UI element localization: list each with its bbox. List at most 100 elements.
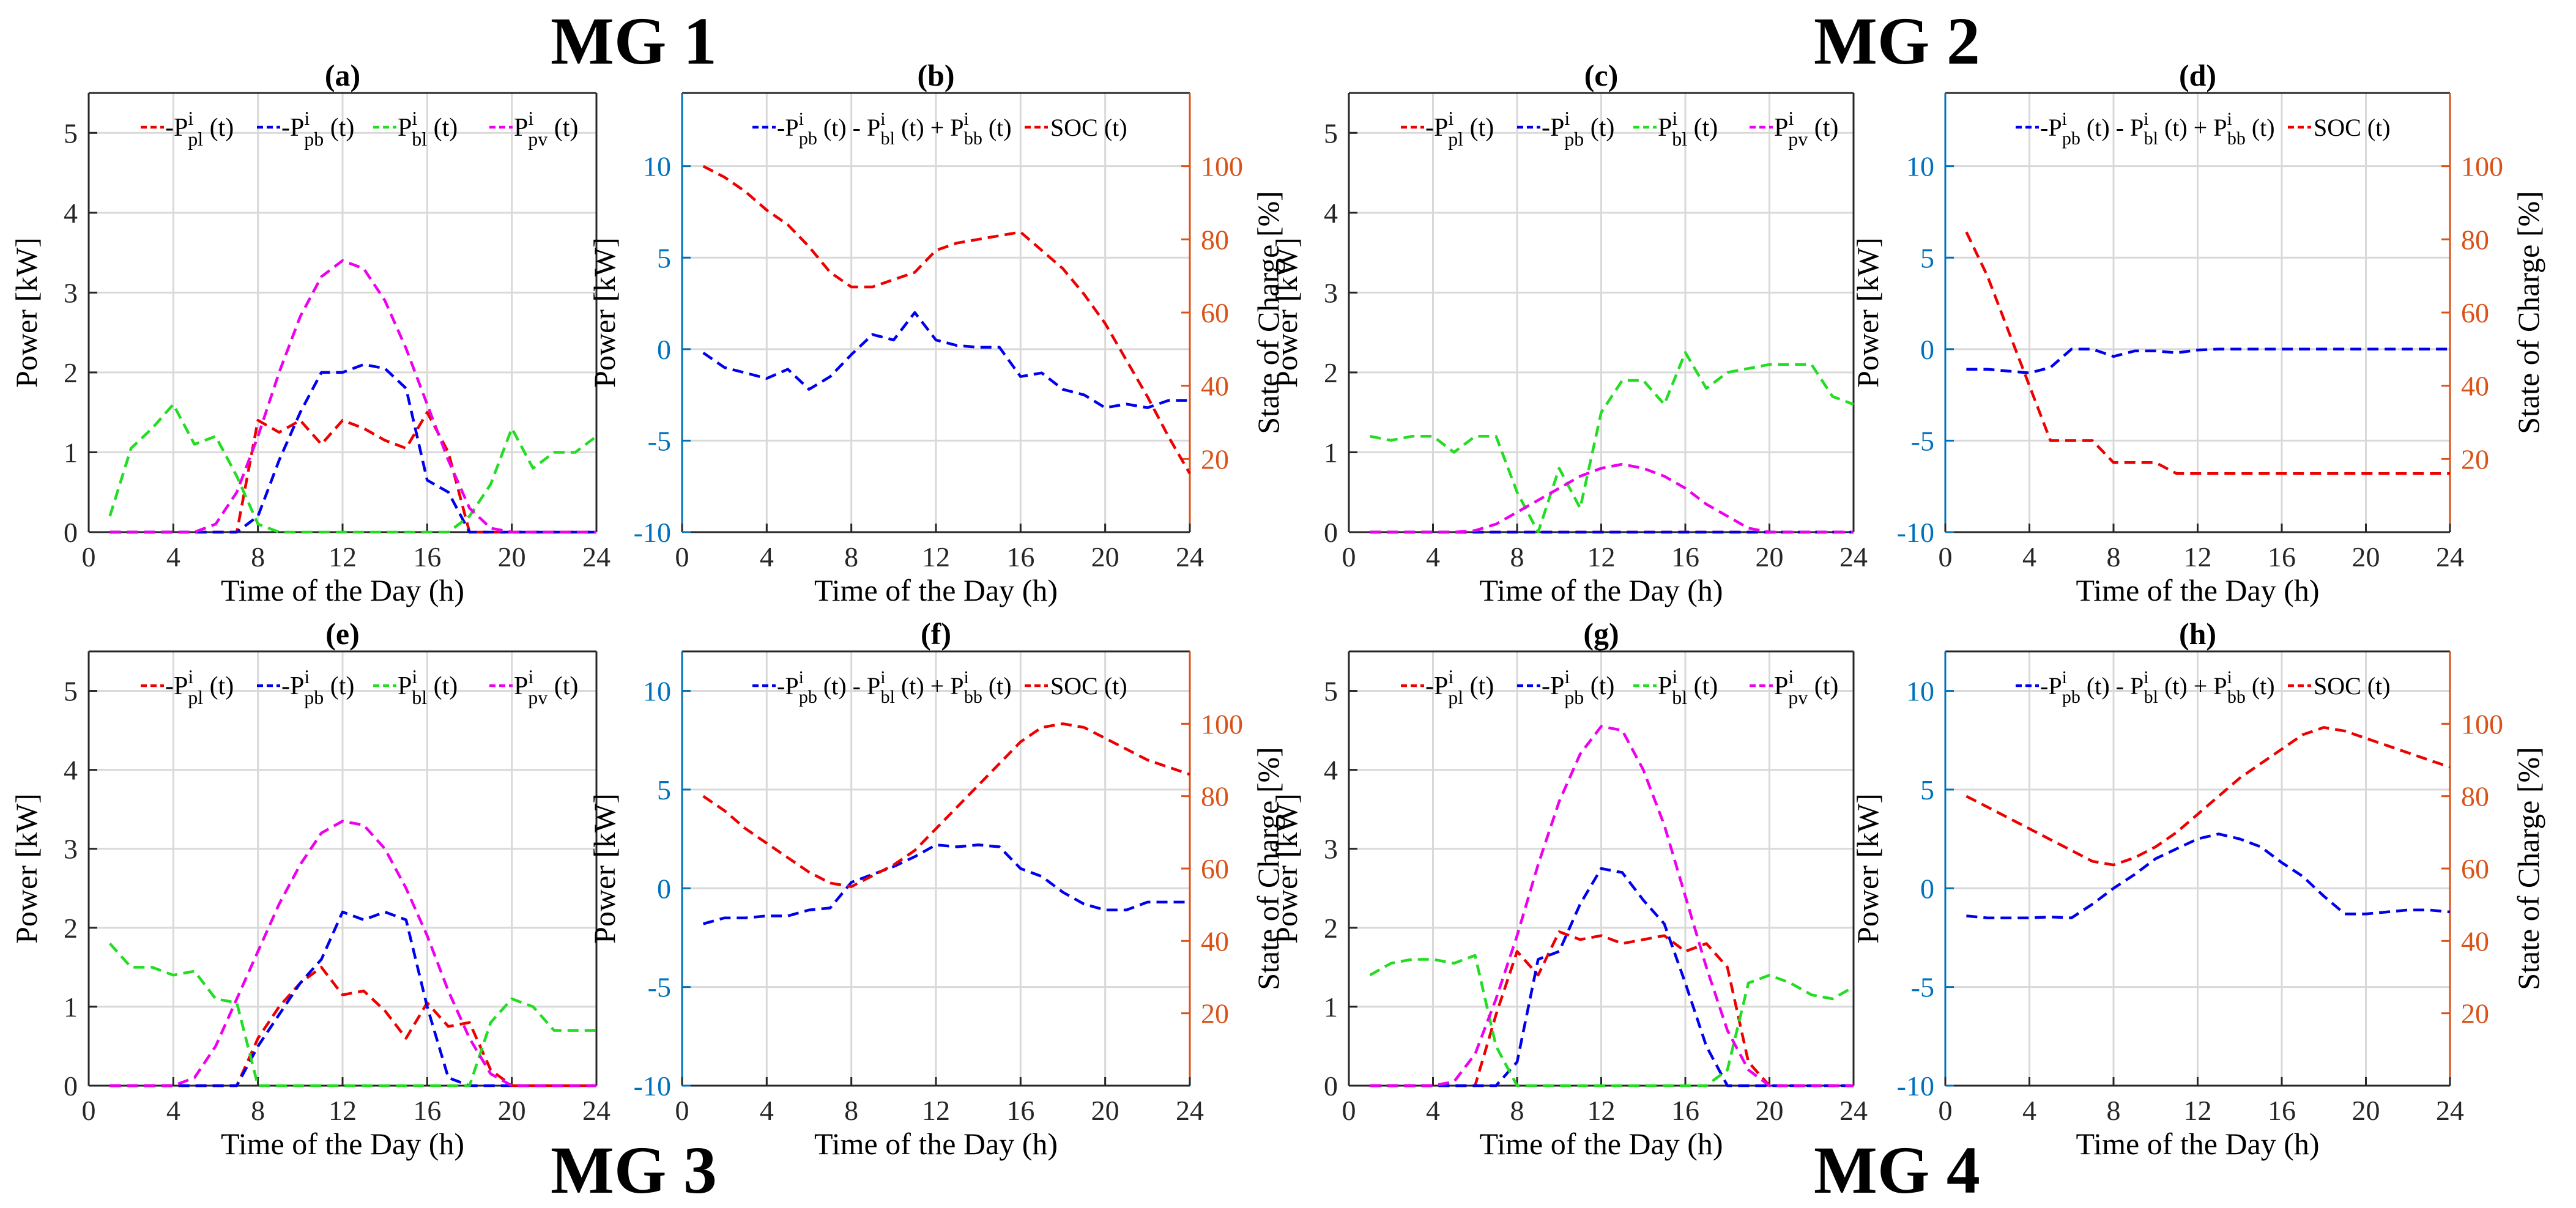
x-axis-label: Time of the Day (h) bbox=[2076, 1127, 2319, 1161]
y-tick-label: 5 bbox=[1920, 774, 1934, 806]
x-tick-label: 4 bbox=[1426, 541, 1440, 573]
legend: -Pi pb (t) - Pi bl (t) + Pi bb (t) SOC (t) bbox=[2016, 109, 2391, 149]
y-tick-label: 0 bbox=[1920, 873, 1934, 904]
x-tick-label: 4 bbox=[166, 541, 180, 573]
x-tick-label: 16 bbox=[413, 541, 441, 573]
x-tick-label: 16 bbox=[2268, 1095, 2296, 1126]
legend-entry-pv: Pi pv (t) bbox=[1774, 107, 1838, 150]
y2-axis-label: State of Charge [%] bbox=[1251, 191, 1285, 434]
x-tick-label: 8 bbox=[251, 541, 265, 573]
chart-title: (f) bbox=[921, 617, 951, 651]
y2-tick-label: 100 bbox=[2461, 708, 2503, 739]
y2-tick-label: 80 bbox=[2461, 781, 2489, 812]
x-tick-label: 8 bbox=[844, 1095, 858, 1126]
legend-entry-soc: SOC (t) bbox=[2314, 114, 2391, 141]
x-tick-label: 20 bbox=[1756, 541, 1784, 573]
x-tick-label: 0 bbox=[82, 541, 96, 573]
y2-tick-label: 60 bbox=[1201, 297, 1229, 328]
x-axis-label: Time of the Day (h) bbox=[221, 1127, 464, 1161]
y2-tick-label: 20 bbox=[1201, 443, 1229, 475]
y-axis-label: Power [kW] bbox=[9, 793, 43, 944]
x-tick-label: 16 bbox=[2268, 541, 2296, 573]
x-tick-label: 12 bbox=[328, 1095, 357, 1126]
series-line-net bbox=[1966, 347, 2450, 374]
series-line-net bbox=[702, 311, 1190, 409]
series-line-pv bbox=[109, 259, 596, 534]
y-tick-label: 2 bbox=[1324, 357, 1338, 388]
y-tick-label: 5 bbox=[64, 117, 78, 149]
y2-tick-label: 60 bbox=[1201, 853, 1229, 884]
legend-entry-bl: Pi bl (t) bbox=[1658, 107, 1718, 150]
series-line-bl bbox=[1369, 954, 1855, 1088]
chart-title: (g) bbox=[1583, 617, 1619, 651]
series-line-net bbox=[702, 843, 1190, 925]
y-tick-label: -5 bbox=[648, 972, 671, 1003]
y-tick-label: -10 bbox=[1897, 517, 1934, 548]
legend: -Pi pb (t) - Pi bl (t) + Pi bb (t) SOC (t) bbox=[2016, 667, 2391, 707]
series-line-pb bbox=[109, 363, 596, 534]
x-tick-label: 12 bbox=[1587, 541, 1616, 573]
chart-title: (a) bbox=[325, 58, 360, 92]
y2-tick-label: 100 bbox=[2461, 151, 2503, 182]
y-axis-label: Power [kW] bbox=[587, 237, 622, 388]
series-line-bl bbox=[108, 943, 596, 1088]
x-tick-label: 20 bbox=[1091, 1095, 1119, 1126]
x-axis-label: Time of the Day (h) bbox=[1479, 573, 1723, 607]
series-line-pl bbox=[109, 410, 596, 534]
x-tick-label: 24 bbox=[1176, 1095, 1204, 1126]
x-tick-label: 16 bbox=[1671, 1095, 1699, 1126]
y2-tick-label: 60 bbox=[2461, 297, 2489, 328]
x-tick-label: 4 bbox=[760, 541, 774, 573]
y-tick-label: 2 bbox=[64, 357, 78, 388]
chart-h: 0 4 8 12 16 20 24 -10 -5 0 5 10 20 40 60 80 100 State of … bbox=[1850, 617, 2545, 1161]
x-tick-label: 8 bbox=[2107, 541, 2121, 573]
x-tick-label: 0 bbox=[675, 1095, 689, 1126]
series-line-pb bbox=[1370, 867, 1854, 1088]
y-tick-label: 0 bbox=[64, 1070, 78, 1102]
y-axis-label: Power [kW] bbox=[1269, 793, 1304, 944]
x-tick-label: 24 bbox=[582, 541, 611, 573]
legend-entry-pb: -Pi pb (t) bbox=[1542, 665, 1614, 708]
x-tick-label: 20 bbox=[1756, 1095, 1784, 1126]
x-tick-label: 8 bbox=[251, 1095, 265, 1126]
x-tick-label: 0 bbox=[1342, 541, 1356, 573]
series-line-pb bbox=[109, 910, 596, 1088]
x-tick-label: 12 bbox=[922, 1095, 950, 1126]
x-tick-label: 4 bbox=[166, 1095, 180, 1126]
legend-entry-pv: Pi pv (t) bbox=[514, 107, 578, 150]
y2-axis-label: State of Charge [%] bbox=[2511, 747, 2545, 990]
x-tick-label: 0 bbox=[1342, 1095, 1356, 1126]
x-tick-label: 8 bbox=[2107, 1095, 2121, 1126]
y-axis-label: Power [kW] bbox=[1269, 237, 1304, 388]
y2-tick-label: 40 bbox=[2461, 371, 2489, 402]
y-tick-label: -10 bbox=[634, 1070, 671, 1102]
x-axis-label: Time of the Day (h) bbox=[814, 573, 1058, 607]
y-tick-label: 5 bbox=[1324, 117, 1338, 149]
y-tick-label: 4 bbox=[64, 755, 78, 786]
y-tick-label: 0 bbox=[657, 334, 671, 365]
x-axis-label: Time of the Day (h) bbox=[221, 573, 464, 607]
y-tick-label: 0 bbox=[657, 873, 671, 904]
y-tick-label: -5 bbox=[648, 425, 671, 456]
x-tick-label: 12 bbox=[1587, 1095, 1616, 1126]
y2-axis-label: State of Charge [%] bbox=[1251, 747, 1285, 990]
y2-tick-label: 80 bbox=[2461, 224, 2489, 255]
legend-entry-net: -Pi pb (t) - Pi bl (t) + Pi bb (t) bbox=[777, 109, 1012, 149]
x-tick-label: 4 bbox=[2022, 541, 2036, 573]
y-axis-label: Power [kW] bbox=[587, 793, 622, 944]
y-tick-label: 2 bbox=[64, 913, 78, 944]
y-tick-label: 1 bbox=[64, 437, 78, 468]
x-tick-label: 16 bbox=[1671, 541, 1699, 573]
series-line-pv bbox=[1370, 725, 1854, 1088]
x-tick-label: 16 bbox=[413, 1095, 441, 1126]
mg1-label: MG 1 bbox=[551, 4, 717, 78]
series-line-bl bbox=[108, 402, 598, 534]
y-tick-label: 2 bbox=[1324, 913, 1338, 944]
x-tick-label: 0 bbox=[675, 541, 689, 573]
y-tick-label: 4 bbox=[1324, 198, 1338, 229]
chart-title: (e) bbox=[325, 617, 360, 651]
x-tick-label: 24 bbox=[582, 1095, 611, 1126]
y-tick-label: 5 bbox=[64, 676, 78, 707]
mg3-label: MG 3 bbox=[551, 1133, 717, 1207]
